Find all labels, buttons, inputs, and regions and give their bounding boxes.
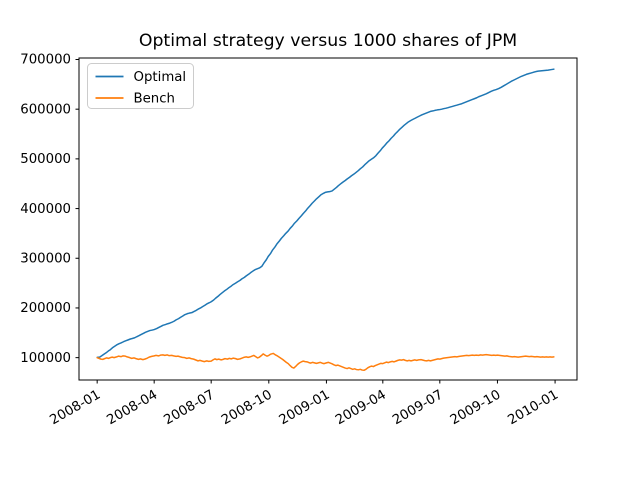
y-tick-label: 700000 — [20, 53, 71, 68]
x-tick-label: 2009-01 — [277, 387, 333, 428]
x-tick-label: 2009-07 — [390, 387, 446, 428]
chart-title: Optimal strategy versus 1000 shares of J… — [139, 31, 517, 51]
y-tick-label: 200000 — [20, 301, 71, 316]
legend-label-optimal: Optimal — [134, 70, 187, 85]
y-tick-label: 400000 — [20, 202, 71, 217]
x-tick-label: 2009-10 — [448, 387, 504, 428]
x-tick-label: 2010-01 — [505, 387, 561, 428]
legend-label-bench: Bench — [134, 92, 175, 107]
y-tick-label: 300000 — [20, 252, 71, 267]
axes-spines — [78, 57, 578, 381]
x-tick-label: 2009-04 — [333, 387, 389, 428]
y-tick-label: 500000 — [20, 152, 71, 167]
series-optimal-line — [96, 68, 555, 359]
x-tick-label: 2008-01 — [48, 387, 104, 428]
y-tick-label: 600000 — [20, 102, 71, 117]
x-tick-label: 2008-10 — [219, 387, 275, 428]
x-tick-label: 2008-04 — [105, 387, 161, 428]
x-tick-label: 2008-07 — [162, 387, 218, 428]
series-bench-line — [96, 352, 555, 372]
y-tick-label: 100000 — [20, 351, 71, 366]
